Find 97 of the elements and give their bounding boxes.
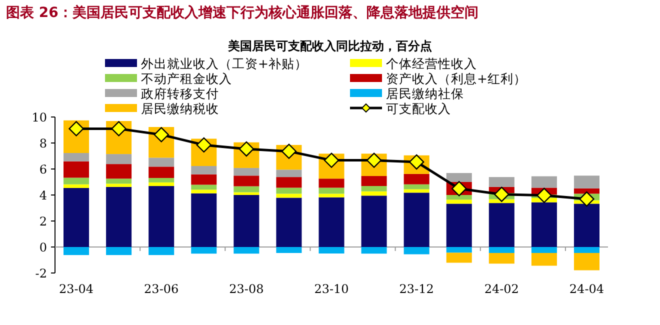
bar bbox=[404, 192, 430, 247]
bar bbox=[318, 197, 344, 247]
chart-title: 图表 26：美国居民可支配收入增速下行为核心通胀回落、降息落地提供空间 bbox=[6, 4, 478, 21]
bar bbox=[191, 184, 217, 190]
bar bbox=[574, 176, 600, 188]
bar bbox=[404, 247, 430, 254]
bar bbox=[106, 154, 132, 164]
bar bbox=[148, 178, 174, 182]
chart-subtitle: 美国居民可支配收入同比拉动，百分点 bbox=[227, 39, 432, 53]
bar bbox=[64, 178, 90, 184]
bar bbox=[488, 247, 514, 253]
bar bbox=[191, 166, 217, 174]
bar bbox=[276, 177, 302, 188]
x-tick-label: 23-04 bbox=[58, 282, 94, 296]
x-tick-label: 23-06 bbox=[144, 282, 179, 296]
bar bbox=[276, 170, 302, 178]
bar bbox=[404, 174, 430, 184]
bar bbox=[446, 247, 472, 253]
bar bbox=[531, 176, 557, 188]
bar bbox=[276, 247, 302, 253]
bar bbox=[106, 184, 132, 187]
bar bbox=[361, 191, 387, 196]
y-tick-label: 4 bbox=[39, 188, 48, 202]
bar bbox=[64, 153, 90, 162]
point bbox=[111, 121, 126, 136]
bar bbox=[446, 200, 472, 204]
bar bbox=[488, 252, 514, 264]
x-tick-label: 24-02 bbox=[484, 282, 519, 296]
bar bbox=[361, 176, 387, 186]
bar bbox=[148, 166, 174, 178]
bar bbox=[234, 168, 260, 176]
bar bbox=[531, 202, 557, 247]
point bbox=[536, 188, 552, 203]
bar bbox=[488, 203, 514, 247]
y-tick-label: 8 bbox=[39, 136, 47, 150]
bar bbox=[234, 176, 260, 186]
bar bbox=[106, 247, 132, 256]
y-tick-label: 10 bbox=[32, 110, 47, 124]
bar bbox=[191, 190, 217, 194]
bar bbox=[574, 252, 600, 270]
bar bbox=[234, 195, 260, 247]
point bbox=[579, 191, 594, 207]
bar bbox=[106, 178, 132, 184]
bar bbox=[531, 252, 557, 266]
bar bbox=[234, 247, 260, 254]
bar bbox=[64, 184, 90, 188]
bar bbox=[361, 247, 387, 254]
bar bbox=[531, 247, 557, 253]
point bbox=[452, 181, 467, 196]
bar bbox=[574, 204, 600, 247]
bar bbox=[361, 186, 387, 192]
bar bbox=[148, 247, 174, 256]
bar bbox=[106, 186, 132, 247]
x-tick-label: 24-04 bbox=[569, 282, 604, 296]
bar bbox=[446, 195, 472, 200]
bar bbox=[191, 247, 217, 254]
bar bbox=[234, 192, 260, 195]
bar bbox=[318, 194, 344, 198]
x-tick-label: 23-08 bbox=[229, 282, 264, 296]
bar bbox=[148, 182, 174, 186]
bar bbox=[64, 161, 90, 178]
y-tick-label: 2 bbox=[39, 214, 47, 228]
bar bbox=[446, 252, 472, 263]
legend-label: 外出就业收入（工资+补贴） bbox=[141, 56, 308, 71]
bar bbox=[234, 186, 260, 192]
bar bbox=[191, 193, 217, 247]
legend-label: 政府转移支付 bbox=[141, 86, 219, 101]
x-tick-label: 23-12 bbox=[399, 282, 434, 296]
bar bbox=[404, 184, 430, 190]
bar bbox=[446, 204, 472, 247]
bar bbox=[318, 247, 344, 254]
bar bbox=[276, 188, 302, 194]
bar bbox=[148, 186, 174, 247]
bar bbox=[64, 188, 90, 247]
y-tick-label: 0 bbox=[39, 240, 47, 254]
bar bbox=[191, 174, 217, 185]
bar bbox=[574, 247, 600, 253]
bar bbox=[446, 173, 472, 182]
bar bbox=[276, 194, 302, 198]
legend-label: 居民缴纳税收 bbox=[141, 101, 219, 116]
bar bbox=[148, 158, 174, 167]
legend-label: 居民缴纳社保 bbox=[386, 86, 464, 101]
x-tick-label: 23-10 bbox=[314, 282, 349, 296]
bar bbox=[318, 188, 344, 194]
bar bbox=[488, 177, 514, 187]
y-tick-label: -2 bbox=[35, 266, 47, 280]
legend-label: 个体经营性收入 bbox=[386, 56, 477, 71]
bar bbox=[276, 198, 302, 247]
y-tick-label: 6 bbox=[39, 162, 47, 176]
bar bbox=[64, 247, 90, 256]
legend-label: 不动产租金收入 bbox=[141, 71, 232, 86]
legend-label: 可支配收入 bbox=[386, 101, 451, 116]
point bbox=[494, 186, 510, 202]
bar bbox=[106, 164, 132, 179]
bar bbox=[361, 196, 387, 247]
legend-label: 资产收入（利息+红利） bbox=[386, 71, 526, 86]
bar bbox=[318, 178, 344, 188]
